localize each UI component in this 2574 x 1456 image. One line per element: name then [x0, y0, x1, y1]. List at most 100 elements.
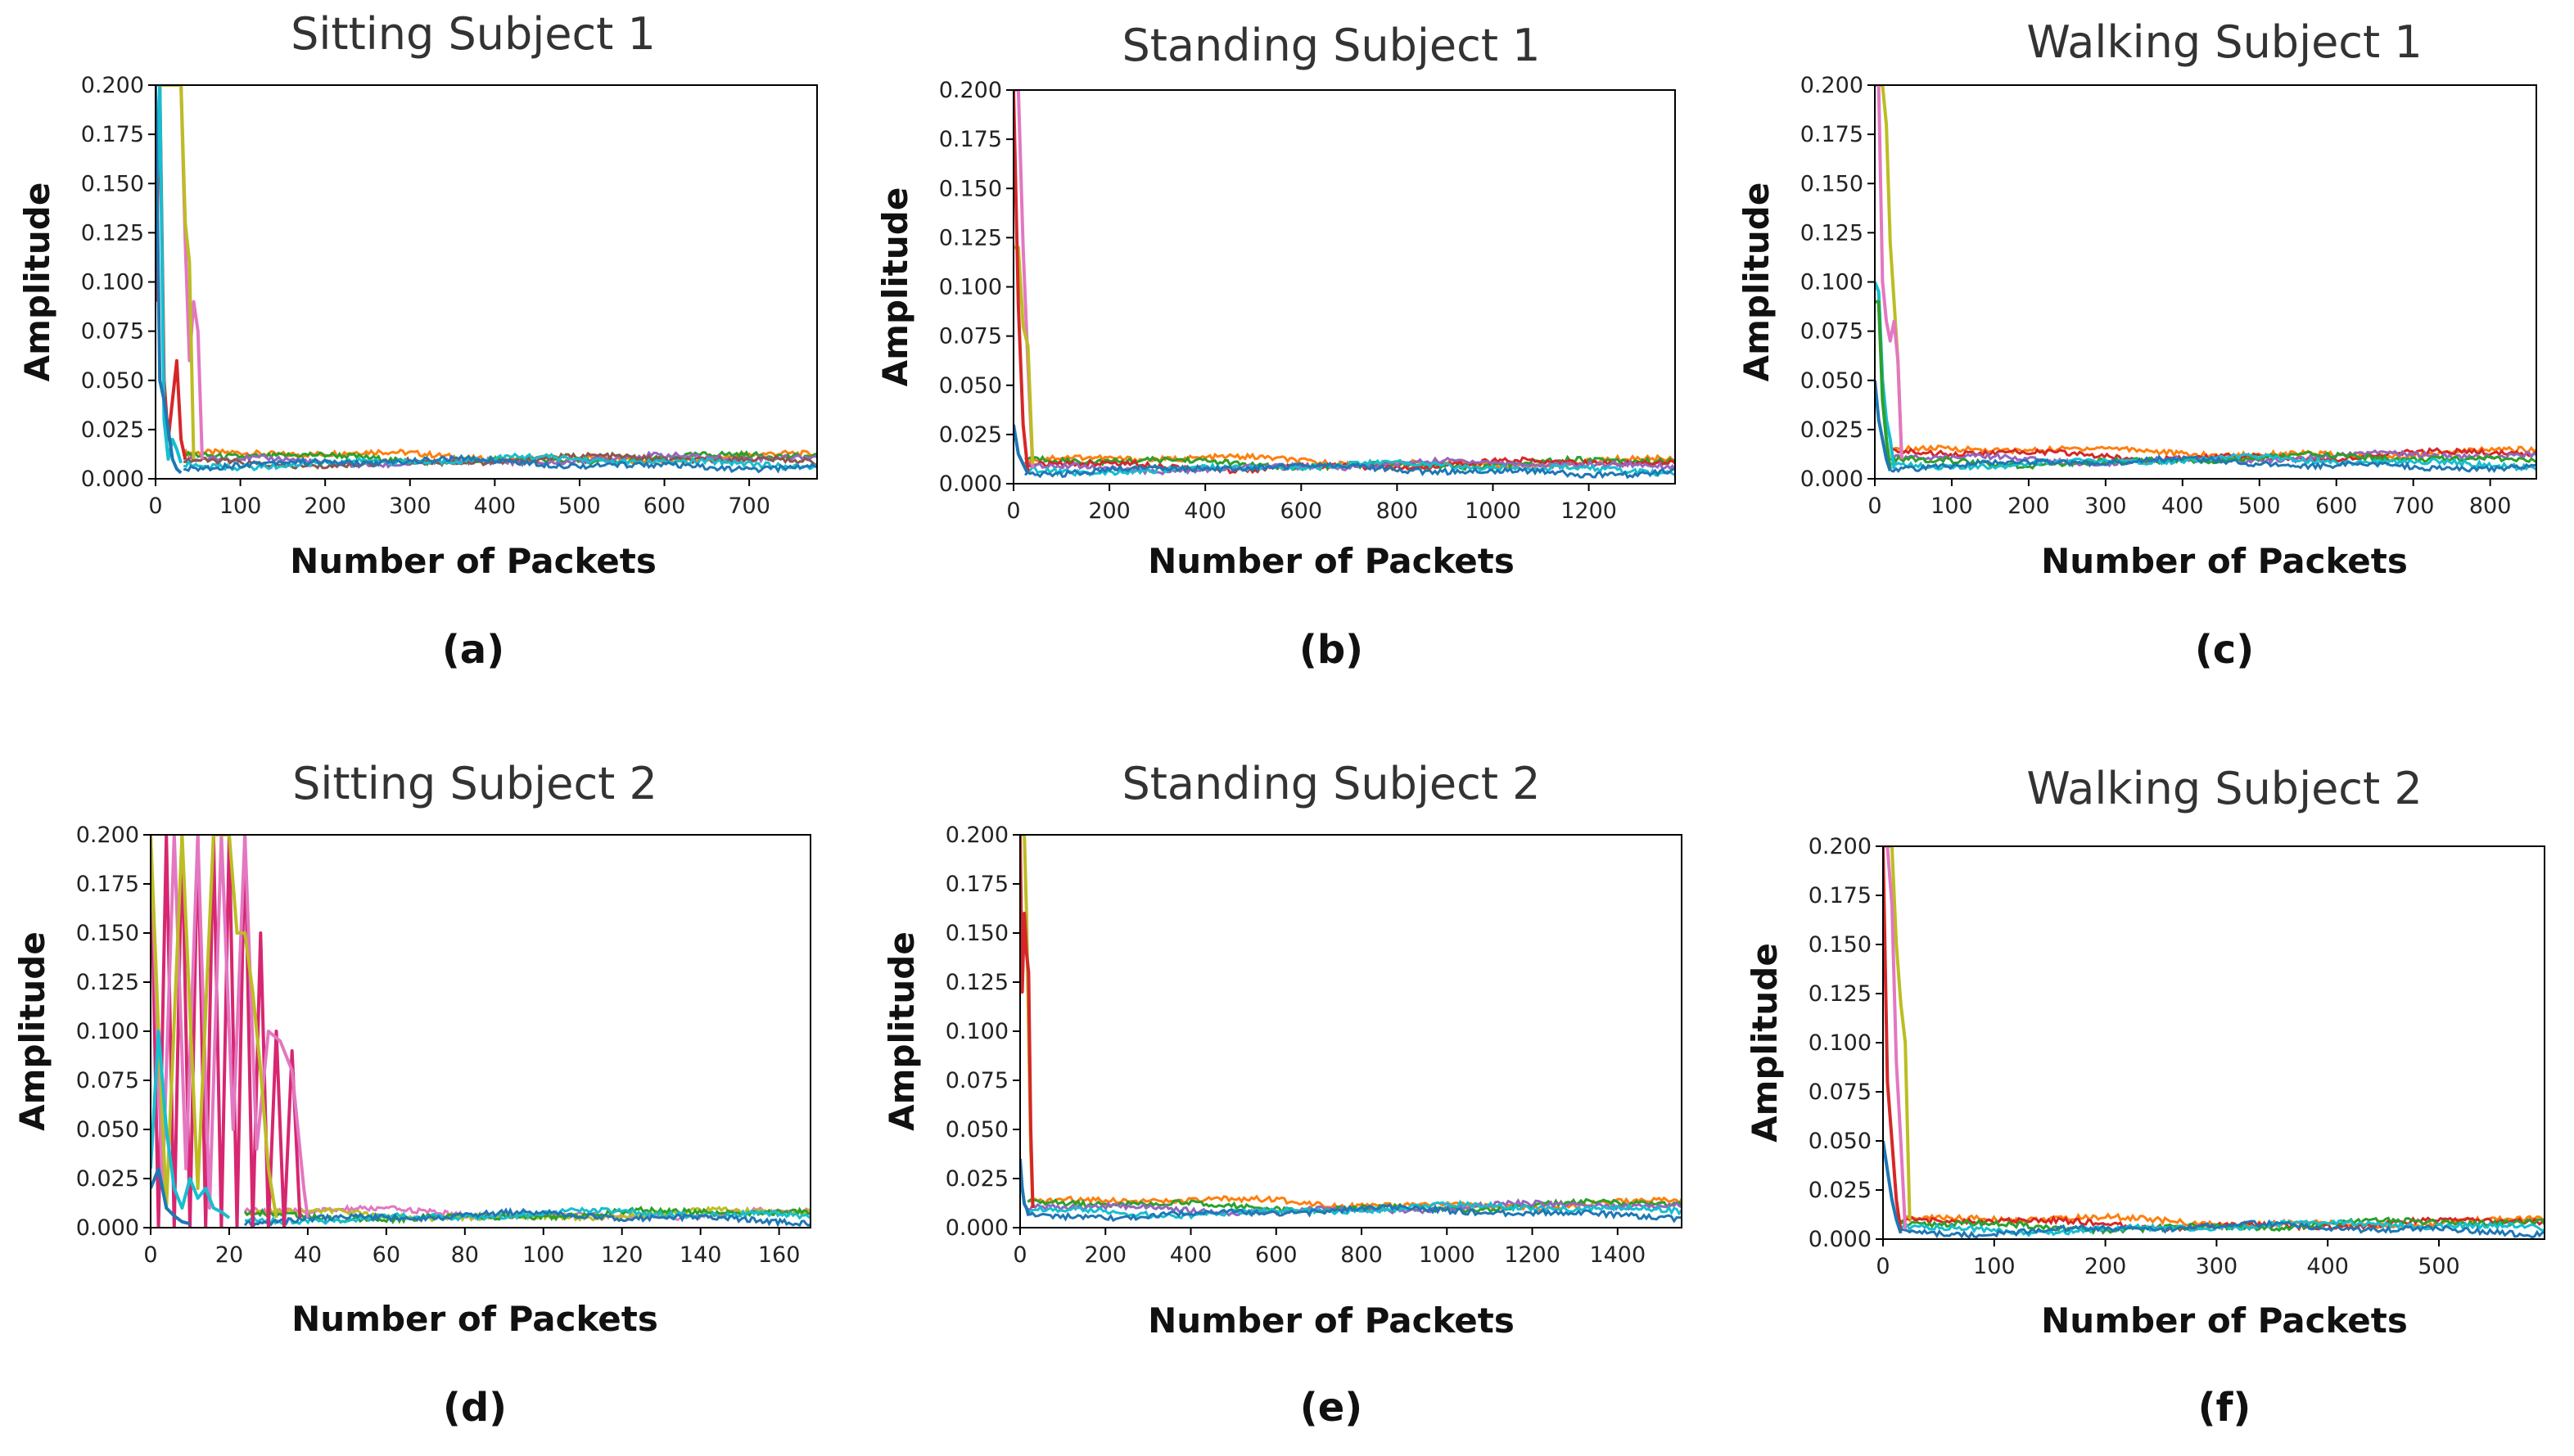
baseline-series — [1890, 454, 2536, 473]
plot-frame — [1013, 89, 1676, 485]
x-tick-label: 200 — [1088, 498, 1131, 524]
x-tick-label: 700 — [728, 494, 770, 519]
panels: Sitting Subject 1 Amplitude Number of Pack… — [12, 8, 2545, 1431]
subcarrier-blue — [151, 1167, 191, 1226]
y-tick-label: 0.075 — [1809, 1080, 1872, 1105]
y-tick-label: 0.200 — [76, 823, 139, 848]
y-tick-label: 0.125 — [1800, 220, 1863, 246]
y-tick-label: 0.150 — [939, 176, 1002, 201]
y-tick-label: 0.175 — [946, 872, 1009, 897]
plot-area — [1014, 90, 1675, 480]
x-tick-label: 200 — [1084, 1242, 1127, 1268]
x-tick-label: 0 — [143, 1242, 157, 1268]
x-tick-label: 400 — [474, 494, 517, 519]
y-tick-label: 0.025 — [1800, 417, 1863, 443]
subcarrier-pink — [1875, 85, 1903, 460]
chart-panel-6: Walking Subject 2 Amplitude Number of Pack… — [1745, 763, 2545, 1431]
subcarrier-cyan — [156, 85, 183, 464]
y-tick-label: 0.100 — [1809, 1030, 1872, 1056]
plot-frame — [150, 834, 811, 1228]
subcarrier-green — [1875, 300, 1892, 470]
x-tick-label: 0 — [1013, 1242, 1027, 1268]
x-tick-label: 600 — [1255, 1242, 1298, 1268]
y-tick-label: 0.200 — [946, 823, 1009, 848]
x-tick-label: 100 — [219, 494, 262, 519]
subcarrier-blue — [156, 85, 183, 475]
x-tick-label: 600 — [644, 494, 686, 519]
y-tick-label: 0.200 — [81, 73, 144, 98]
plot-area — [151, 835, 811, 1228]
chart-panel-5: Standing Subject 2 Amplitude Number of Pac… — [882, 758, 1682, 1431]
y-tick-label: 0.200 — [939, 78, 1002, 103]
y-tick-label: 0.075 — [1800, 319, 1863, 345]
x-tick-label: 1000 — [1419, 1242, 1475, 1268]
y-tick-label: 0.175 — [1809, 883, 1872, 908]
x-tick-label: 400 — [1170, 1242, 1212, 1268]
x-tick-label: 200 — [304, 494, 346, 519]
baseline-series — [1023, 461, 1675, 480]
y-tick-label: 0.050 — [946, 1117, 1009, 1143]
x-tick-label: 400 — [2161, 494, 2204, 519]
y-axis-label: Amplitude — [882, 931, 922, 1131]
x-tick-label: 500 — [2418, 1254, 2460, 1279]
y-tick-label: 0.125 — [76, 970, 139, 995]
baseline-series — [243, 1206, 811, 1228]
subcarrier-olive — [156, 85, 196, 460]
y-tick-label: 0.025 — [1809, 1178, 1872, 1203]
x-tick-label: 300 — [2196, 1254, 2238, 1279]
chart-panel-1: Sitting Subject 1 Amplitude Number of Pack… — [17, 8, 818, 673]
x-tick-label: 100 — [522, 1242, 565, 1268]
x-tick-label: 0 — [1867, 494, 1881, 519]
x-tick-label: 0 — [148, 494, 162, 519]
x-tick-label: 100 — [1930, 494, 1973, 519]
x-axis-label: Number of Packets — [2041, 1300, 2408, 1341]
x-tick-label: 20 — [215, 1242, 243, 1268]
x-tick-label: 60 — [373, 1242, 400, 1268]
chart-title: Walking Subject 1 — [2026, 16, 2422, 68]
baseline-series — [1027, 1199, 1682, 1220]
x-tick-label: 140 — [680, 1242, 722, 1268]
subcarrier-red — [1014, 90, 1030, 472]
y-tick-label: 0.000 — [76, 1215, 139, 1241]
y-tick-label: 0.000 — [81, 467, 144, 492]
plot-frame — [1874, 84, 2537, 480]
x-tick-label: 200 — [2084, 1254, 2127, 1279]
baseline-series — [244, 1206, 811, 1226]
y-tick-label: 0.175 — [76, 872, 139, 897]
subcarrier-cyan — [151, 1030, 231, 1219]
x-tick-label: 500 — [2238, 494, 2281, 519]
y-axis-label: Amplitude — [12, 931, 52, 1131]
x-tick-label: 0 — [1006, 498, 1020, 524]
y-tick-label: 0.025 — [76, 1166, 139, 1192]
y-tick-label: 0.000 — [1800, 467, 1863, 492]
plot-area — [1020, 835, 1682, 1224]
y-axis-label: Amplitude — [875, 187, 915, 387]
subcarrier-blue — [1014, 424, 1030, 475]
y-tick-label: 0.150 — [1809, 932, 1872, 958]
y-tick-label: 0.125 — [81, 220, 144, 246]
y-tick-label: 0.075 — [81, 319, 144, 345]
x-tick-label: 800 — [1376, 498, 1419, 524]
y-tick-label: 0.100 — [81, 270, 144, 295]
y-tick-label: 0.200 — [1800, 73, 1863, 98]
x-tick-label: 300 — [389, 494, 431, 519]
panel-caption: (a) — [442, 627, 504, 673]
y-tick-label: 0.100 — [1800, 270, 1863, 295]
x-axis-label: Number of Packets — [291, 1299, 658, 1339]
x-tick-label: 800 — [1340, 1242, 1383, 1268]
subcarrier-blue — [1020, 1158, 1031, 1217]
subcarrier-blue — [1875, 380, 1892, 472]
x-tick-label: 200 — [2007, 494, 2050, 519]
y-tick-label: 0.100 — [939, 275, 1002, 300]
y-tick-label: 0.175 — [81, 122, 144, 147]
y-tick-label: 0.075 — [946, 1068, 1009, 1093]
y-tick-label: 0.200 — [1809, 834, 1872, 859]
y-tick-label: 0.175 — [1800, 122, 1863, 147]
x-tick-label: 160 — [758, 1242, 801, 1268]
x-tick-label: 40 — [294, 1242, 322, 1268]
subcarrier-cyan — [1875, 281, 1896, 470]
y-tick-label: 0.125 — [946, 970, 1009, 995]
chart-panel-4: Sitting Subject 2 Amplitude Number of Pack… — [12, 758, 811, 1431]
baseline-series — [183, 453, 817, 474]
